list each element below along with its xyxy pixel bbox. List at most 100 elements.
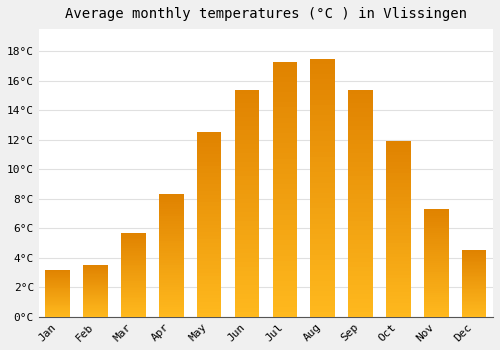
Bar [234,94,260,99]
Bar [197,232,222,236]
Bar [348,172,373,176]
Bar [424,248,448,250]
Bar [386,194,410,197]
Bar [348,239,373,244]
Bar [272,179,297,184]
Bar [159,273,184,275]
Bar [84,278,108,279]
Bar [272,215,297,220]
Bar [386,275,410,278]
Bar [310,250,335,255]
Bar [272,138,297,143]
Bar [46,272,70,273]
Bar [424,214,448,216]
Bar [84,297,108,298]
Bar [84,303,108,304]
Bar [84,284,108,285]
Bar [348,90,373,94]
Bar [121,312,146,314]
Bar [348,126,373,131]
Bar [386,254,410,257]
Bar [84,315,108,316]
Bar [386,282,410,285]
Bar [84,276,108,278]
Bar [234,258,260,262]
Bar [159,263,184,265]
Bar [121,246,146,248]
Bar [462,252,486,253]
Bar [234,176,260,181]
Bar [386,232,410,236]
Bar [234,212,260,217]
Bar [462,292,486,293]
Bar [159,270,184,273]
Bar [46,270,70,271]
Bar [386,292,410,296]
Bar [234,158,260,162]
Bar [46,290,70,291]
Bar [159,278,184,280]
Bar [462,265,486,266]
Bar [234,253,260,258]
Bar [197,276,222,280]
Bar [348,267,373,271]
Bar [348,303,373,308]
Bar [121,295,146,296]
Bar [424,276,448,278]
Bar [348,203,373,208]
Bar [197,147,222,151]
Bar [46,311,70,312]
Bar [424,263,448,265]
Bar [272,281,297,286]
Bar [348,185,373,190]
Bar [46,312,70,313]
Bar [310,239,335,245]
Bar [197,140,222,144]
Bar [348,190,373,194]
Bar [159,282,184,285]
Bar [46,307,70,308]
Bar [197,177,222,180]
Bar [462,293,486,294]
Bar [386,250,410,254]
Bar [84,272,108,273]
Bar [46,287,70,288]
Bar [159,221,184,224]
Bar [424,302,448,304]
Bar [272,133,297,138]
Bar [424,265,448,267]
Bar [310,182,335,188]
Bar [46,271,70,272]
Bar [462,286,486,288]
Bar [197,269,222,273]
Bar [386,218,410,222]
Bar [386,155,410,159]
Bar [272,113,297,118]
Bar [159,265,184,268]
Bar [159,260,184,263]
Bar [348,167,373,172]
Bar [46,314,70,315]
Bar [462,272,486,273]
Bar [386,201,410,204]
Bar [462,309,486,310]
Bar [386,222,410,225]
Bar [84,302,108,303]
Bar [159,216,184,219]
Bar [462,264,486,265]
Bar [310,255,335,260]
Bar [234,194,260,199]
Bar [84,279,108,280]
Bar [310,172,335,177]
Bar [46,301,70,302]
Bar [197,261,222,265]
Bar [234,230,260,235]
Bar [197,295,222,298]
Bar [197,236,222,239]
Bar [159,194,184,197]
Bar [159,300,184,302]
Bar [197,291,222,295]
Bar [310,188,335,193]
Bar [310,307,335,312]
Bar [121,285,146,287]
